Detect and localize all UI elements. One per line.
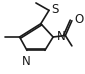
- Text: N: N: [57, 30, 66, 43]
- Text: S: S: [51, 3, 59, 16]
- Text: N: N: [22, 55, 31, 68]
- Text: O: O: [74, 13, 84, 26]
